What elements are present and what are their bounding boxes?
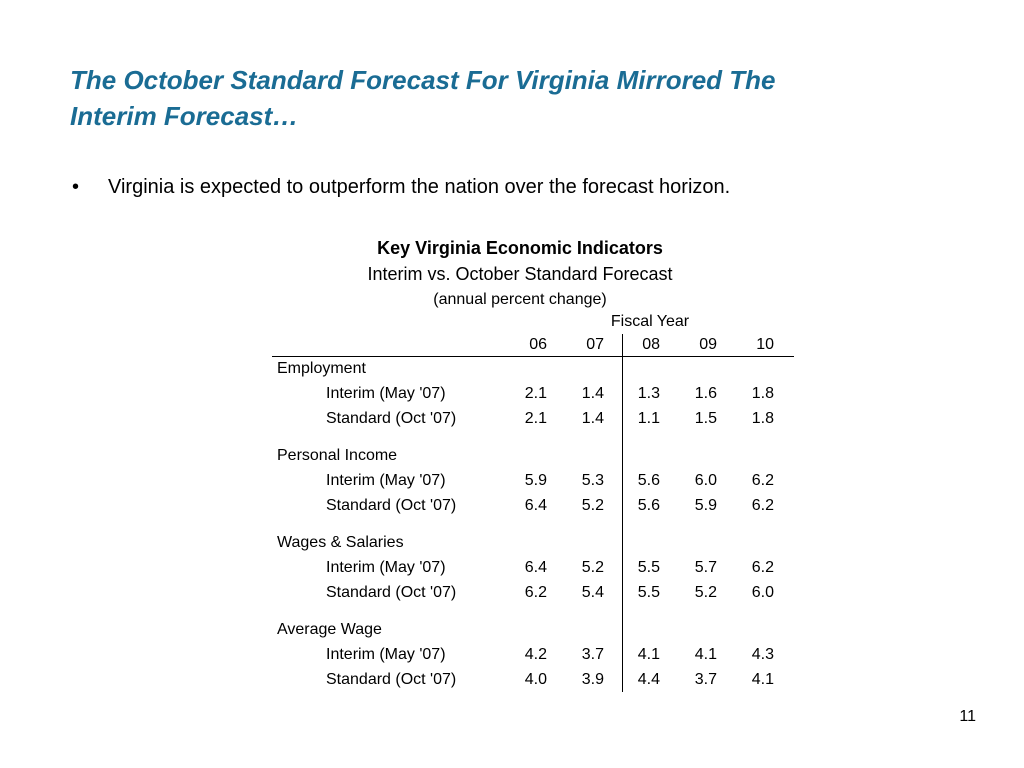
group-label-employment: Employment [277, 360, 366, 377]
row-label: Standard (Oct '07) [326, 496, 457, 514]
table-cell: 1.8 [751, 384, 774, 402]
table-cell: 1.3 [637, 384, 660, 402]
table-unit: (annual percent change) [433, 291, 607, 308]
group-label-wages-salaries: Wages & Salaries [277, 534, 404, 551]
table-cell: 4.2 [524, 645, 547, 663]
row-label: Interim (May '07) [326, 645, 446, 663]
page-number: 11 [959, 708, 976, 725]
table-cell: 6.0 [751, 583, 774, 601]
row-label: Standard (Oct '07) [326, 583, 457, 601]
row-label: Interim (May '07) [326, 384, 446, 402]
slide-title: The October Standard Forecast For Virgin… [70, 62, 970, 134]
table-cell: 3.9 [581, 670, 604, 688]
table-cell: 1.4 [581, 384, 604, 402]
bullet-point: • Virginia is expected to outperform the… [72, 174, 730, 200]
table-cell: 6.2 [751, 471, 774, 489]
table-row: Interim (May '07) 2.1 1.4 1.3 1.6 1.8 [272, 381, 794, 406]
table-cell: 6.2 [524, 583, 547, 601]
table-title: Key Virginia Economic Indicators [377, 238, 663, 258]
table-cell: 2.1 [524, 409, 547, 427]
table-cell: 5.6 [637, 471, 660, 489]
table-row: Standard (Oct '07) 6.4 5.2 5.6 5.9 6.2 [272, 493, 794, 518]
table-header-row: 06 07 08 09 10 [272, 334, 794, 357]
table-cell: 5.9 [524, 471, 547, 489]
group-spacer [272, 518, 794, 531]
table-cell: 5.2 [581, 558, 604, 576]
table-cell: 6.2 [751, 558, 774, 576]
fiscal-year-label: Fiscal Year [610, 313, 690, 330]
row-label: Standard (Oct '07) [326, 670, 457, 688]
group-row: Average Wage [272, 618, 794, 642]
table-cell: 5.6 [637, 496, 660, 514]
table-cell: 4.1 [637, 645, 660, 663]
table-row: Interim (May '07) 6.4 5.2 5.5 5.7 6.2 [272, 555, 794, 580]
table-cell: 1.6 [694, 384, 717, 402]
column-header-08: 08 [642, 336, 660, 353]
row-label: Interim (May '07) [326, 558, 446, 576]
column-header-10: 10 [756, 336, 774, 353]
table-row: Standard (Oct '07) 2.1 1.4 1.1 1.5 1.8 [272, 406, 794, 431]
table-cell: 5.2 [581, 496, 604, 514]
table-row: Interim (May '07) 5.9 5.3 5.6 6.0 6.2 [272, 468, 794, 493]
table-cell: 5.5 [637, 583, 660, 601]
group-spacer [272, 605, 794, 618]
table-cell: 4.4 [637, 670, 660, 688]
table-cell: 3.7 [581, 645, 604, 663]
table-cell: 4.3 [751, 645, 774, 663]
table-row: Interim (May '07) 4.2 3.7 4.1 4.1 4.3 [272, 642, 794, 667]
table-cell: 6.0 [694, 471, 717, 489]
table-cell: 4.0 [524, 670, 547, 688]
column-header-07: 07 [586, 336, 604, 353]
table-cell: 5.7 [694, 558, 717, 576]
table-row: Standard (Oct '07) 4.0 3.9 4.4 3.7 4.1 [272, 667, 794, 692]
table-cell: 5.5 [637, 558, 660, 576]
group-label-personal-income: Personal Income [277, 447, 398, 464]
table-cell: 5.3 [581, 471, 604, 489]
slide-title-line-2: Interim Forecast… [70, 101, 299, 131]
group-row: Employment [272, 357, 794, 381]
row-label: Standard (Oct '07) [326, 409, 457, 427]
table-subtitle: Interim vs. October Standard Forecast [367, 264, 673, 284]
table-cell: 4.1 [694, 645, 717, 663]
table-cell: 3.7 [694, 670, 717, 688]
table-cell: 5.4 [581, 583, 604, 601]
bullet-icon: • [72, 176, 80, 198]
table-cell: 1.5 [694, 409, 717, 427]
table-cell: 2.1 [524, 384, 547, 402]
group-row: Personal Income [272, 444, 794, 468]
table-cell: 6.4 [524, 558, 547, 576]
forecast-divider-line [622, 334, 623, 692]
table-cell: 5.2 [694, 583, 717, 601]
group-row: Wages & Salaries [272, 531, 794, 555]
table-cell: 5.9 [694, 496, 717, 514]
slide-title-line-1: The October Standard Forecast For Virgin… [70, 65, 776, 95]
group-spacer [272, 431, 794, 444]
table-cell: 6.2 [751, 496, 774, 514]
table-cell: 4.1 [751, 670, 774, 688]
table-row: Standard (Oct '07) 6.2 5.4 5.5 5.2 6.0 [272, 580, 794, 605]
indicators-table: 06 07 08 09 10 Employment Interim (May '… [272, 334, 794, 692]
table-cell: 1.4 [581, 409, 604, 427]
group-label-average-wage: Average Wage [277, 621, 382, 638]
column-header-06: 06 [529, 336, 547, 353]
table-cell: 6.4 [524, 496, 547, 514]
table-cell: 1.1 [637, 409, 660, 427]
table-cell: 1.8 [751, 409, 774, 427]
column-header-09: 09 [699, 336, 717, 353]
row-label: Interim (May '07) [326, 471, 446, 489]
bullet-text: Virginia is expected to outperform the n… [108, 176, 731, 198]
